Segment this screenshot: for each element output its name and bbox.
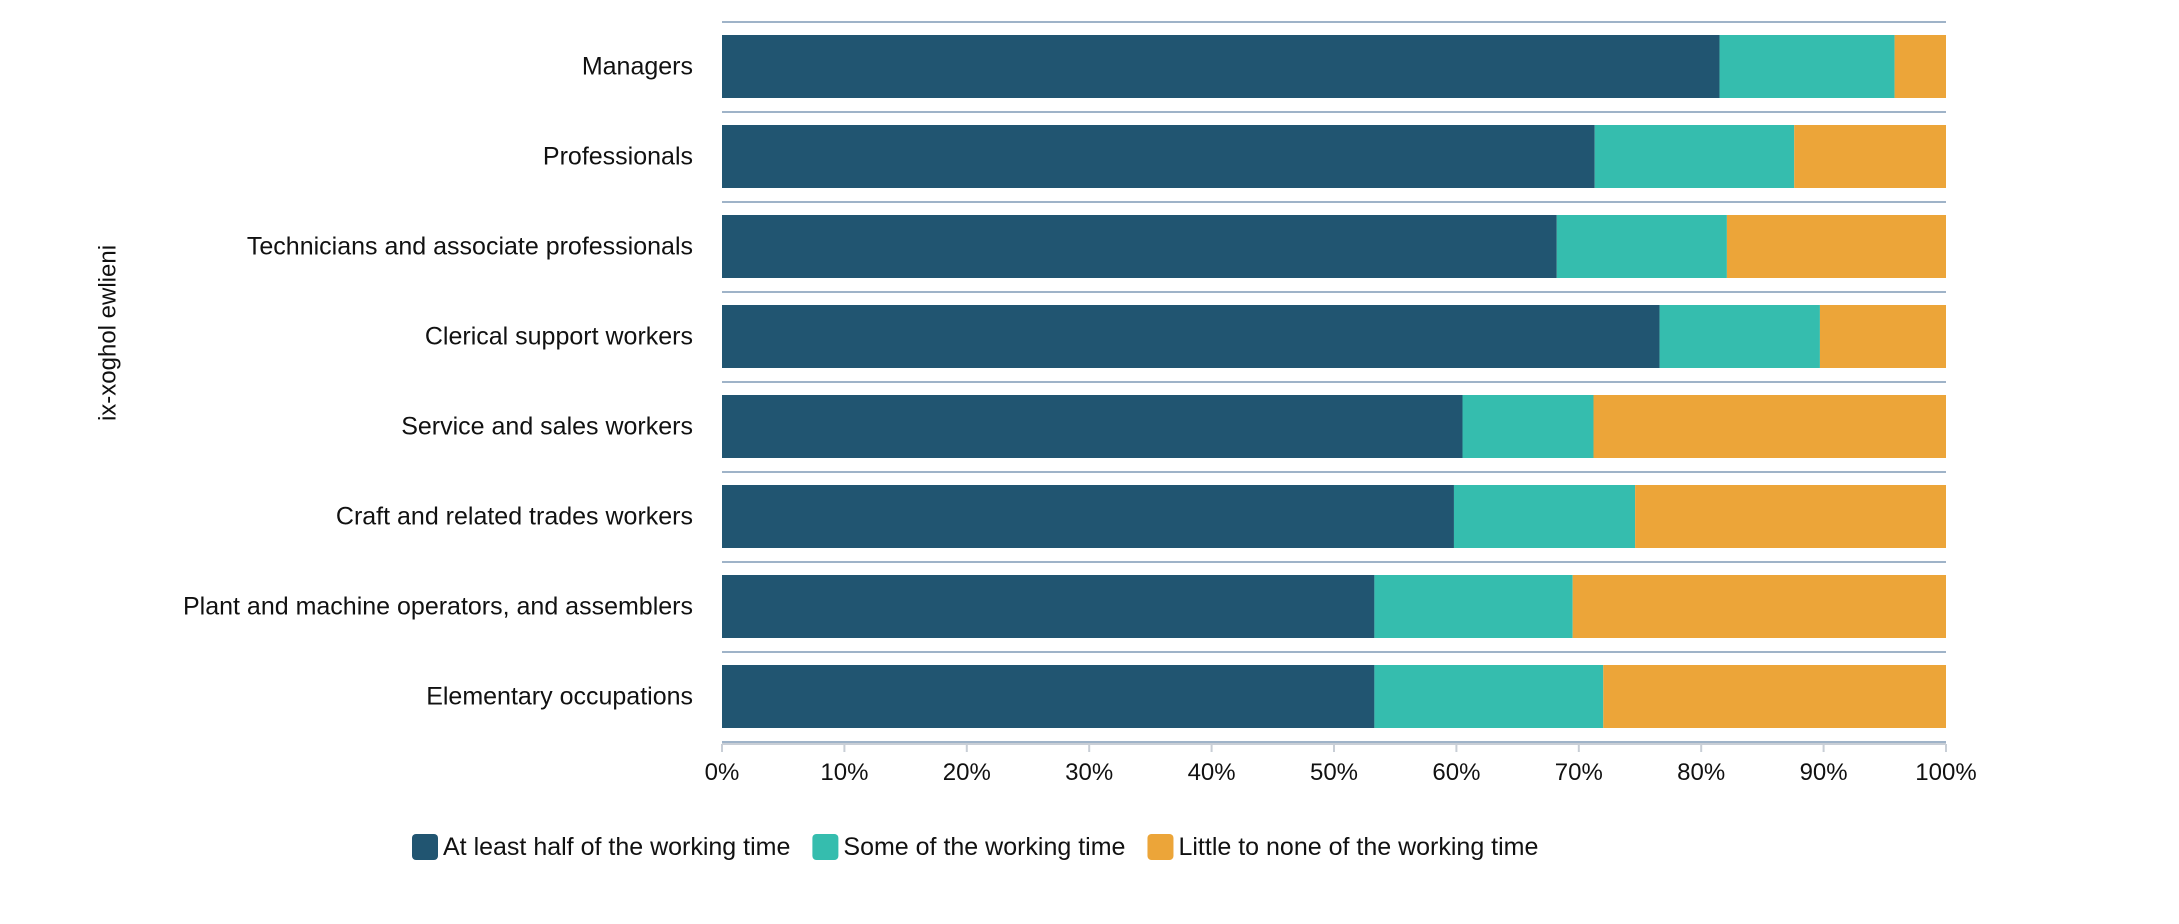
- bar-segment-2: [1453, 485, 1636, 548]
- legend-label-1: At least half of the working time: [443, 833, 790, 861]
- legend-swatch-1: [412, 834, 438, 860]
- bar-segment-2: [1556, 215, 1727, 278]
- bar-segment-3: [1794, 125, 1946, 188]
- category-label: Managers: [582, 53, 693, 81]
- bar-segment-2: [1719, 35, 1895, 98]
- bar-segment-1: [722, 35, 1720, 98]
- category-label: Professionals: [543, 143, 693, 171]
- bar-segment-1: [722, 215, 1557, 278]
- bars: [722, 35, 1946, 728]
- bar-segment-3: [1603, 665, 1946, 728]
- bar-segment-3: [1593, 395, 1946, 458]
- bar-segment-3: [1819, 305, 1946, 368]
- bar-segment-2: [1594, 125, 1795, 188]
- x-tick-label: 10%: [820, 759, 868, 786]
- legend-label-2: Some of the working time: [843, 833, 1125, 861]
- x-tick-label: 0%: [705, 759, 740, 786]
- x-tick-label: 20%: [943, 759, 991, 786]
- bar-segment-2: [1374, 575, 1573, 638]
- bar-segment-1: [722, 125, 1595, 188]
- category-label: Elementary occupations: [426, 683, 693, 711]
- x-tick-label: 70%: [1555, 759, 1603, 786]
- legend-swatch-3: [1147, 834, 1174, 860]
- bar-segment-3: [1726, 215, 1946, 278]
- category-label: Clerical support workers: [425, 323, 693, 351]
- bar-segment-3: [1635, 485, 1946, 548]
- bar-segment-2: [1374, 665, 1604, 728]
- legend: At least half of the working time Some of…: [412, 833, 1538, 861]
- x-tick-label: 90%: [1800, 759, 1848, 786]
- bar-segment-1: [722, 395, 1463, 458]
- category-label: Technicians and associate professionals: [247, 233, 693, 261]
- bar-segment-1: [722, 305, 1660, 368]
- x-tick-label: 40%: [1188, 759, 1236, 786]
- row-separators: [722, 21, 1946, 743]
- bar-segment-3: [1572, 575, 1946, 638]
- bar-segment-2: [1659, 305, 1820, 368]
- y-axis-title: ix-xoghol ewlieni: [95, 245, 122, 421]
- x-tick-label: 30%: [1065, 759, 1113, 786]
- category-labels: Managers Professionals Technicians and ass…: [183, 53, 693, 711]
- bar-segment-1: [722, 665, 1375, 728]
- x-tick-label: 100%: [1915, 759, 1976, 786]
- legend-label-3: Little to none of the working time: [1178, 833, 1538, 861]
- x-tick-label: 50%: [1310, 759, 1358, 786]
- bar-segment-1: [722, 575, 1375, 638]
- bar-segment-1: [722, 485, 1454, 548]
- legend-swatch-2: [812, 834, 839, 860]
- category-label: Plant and machine operators, and assembl…: [183, 593, 693, 621]
- x-tick-label: 80%: [1677, 759, 1725, 786]
- category-label: Craft and related trades workers: [336, 503, 693, 531]
- category-label: Service and sales workers: [401, 413, 693, 441]
- x-tick-labels: 0% 10% 20% 30% 40% 50% 60% 70% 80% 90% 100%: [705, 744, 1977, 786]
- bar-segment-3: [1894, 35, 1946, 98]
- x-tick-label: 60%: [1432, 759, 1480, 786]
- bar-segment-2: [1462, 395, 1594, 458]
